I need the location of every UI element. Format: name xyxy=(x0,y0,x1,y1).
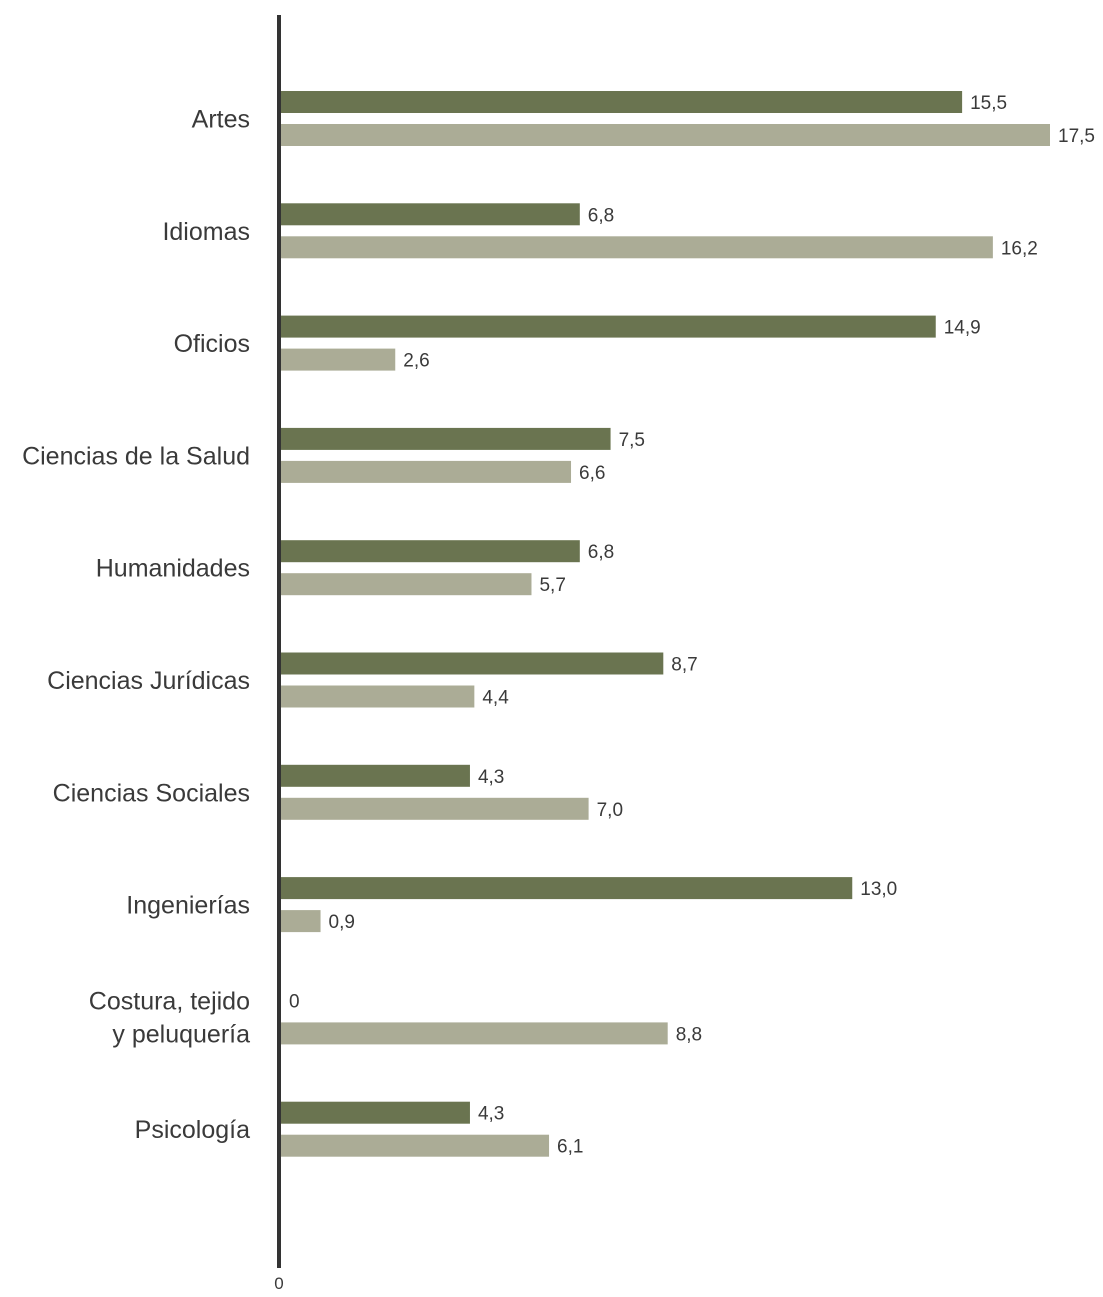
category-label: Humanidades xyxy=(96,555,250,583)
bar-series-1 xyxy=(281,877,853,900)
bar-series-2 xyxy=(281,124,1050,146)
bar-series-1 xyxy=(281,203,580,226)
bar-series-2 xyxy=(281,573,532,596)
data-label: 15,5 xyxy=(970,93,1007,114)
bar-series-1 xyxy=(281,540,580,563)
bar-series-2 xyxy=(281,236,993,259)
labels-layer: 15,5 17,5 Artes 6,8 16,2 Idiomas 14,9 2,6 Oficio… xyxy=(22,93,1095,1158)
category-label: Artes xyxy=(192,106,250,134)
category-label: Idiomas xyxy=(162,218,250,246)
data-label: 0 xyxy=(289,991,300,1012)
bars-layer xyxy=(281,91,1050,1157)
bar-series-1 xyxy=(281,764,470,787)
bar-series-1 xyxy=(281,427,611,450)
data-label: 13,0 xyxy=(860,879,897,900)
bar-series-1 xyxy=(281,1101,470,1124)
category-label: Oficios xyxy=(174,330,250,358)
data-label: 17,5 xyxy=(1058,126,1095,147)
category-label: Costura, tejido xyxy=(89,987,250,1015)
data-label: 7,0 xyxy=(597,800,623,821)
data-label: 4,3 xyxy=(478,1104,504,1125)
data-label: 4,4 xyxy=(482,688,509,709)
bar-series-2 xyxy=(281,1134,550,1157)
category-label: Ciencias de la Salud xyxy=(22,442,250,470)
bar-series-2 xyxy=(281,460,572,483)
data-label: 2,6 xyxy=(403,351,429,372)
data-label: 6,8 xyxy=(588,205,614,226)
data-label: 0,9 xyxy=(329,912,355,933)
bar-series-1 xyxy=(281,652,664,675)
bar-series-2 xyxy=(281,797,589,820)
bar-series-2 xyxy=(281,1022,668,1045)
data-label: 6,8 xyxy=(588,542,614,563)
data-label: 16,2 xyxy=(1001,238,1038,259)
bar-series-2 xyxy=(281,348,396,371)
category-label: Psicología xyxy=(135,1116,250,1144)
data-label: 7,5 xyxy=(619,430,645,451)
category-label: Ciencias Jurídicas xyxy=(47,667,250,695)
data-label: 8,8 xyxy=(676,1024,702,1045)
data-label: 8,7 xyxy=(671,655,697,676)
data-label: 4,3 xyxy=(478,767,504,788)
category-label: y peluquería xyxy=(112,1020,250,1048)
bar-series-1 xyxy=(281,315,936,338)
data-label: 6,1 xyxy=(557,1137,583,1158)
category-label: Ingenierías xyxy=(126,892,250,920)
data-label: 6,6 xyxy=(579,463,605,484)
data-label: 5,7 xyxy=(539,575,565,596)
bar-series-2 xyxy=(281,910,321,933)
category-label: Ciencias Sociales xyxy=(53,779,250,807)
data-label: 14,9 xyxy=(944,318,981,339)
bar-series-1 xyxy=(281,91,963,113)
bar-series-2 xyxy=(281,685,475,708)
x-tick-label: 0 xyxy=(274,1274,283,1293)
